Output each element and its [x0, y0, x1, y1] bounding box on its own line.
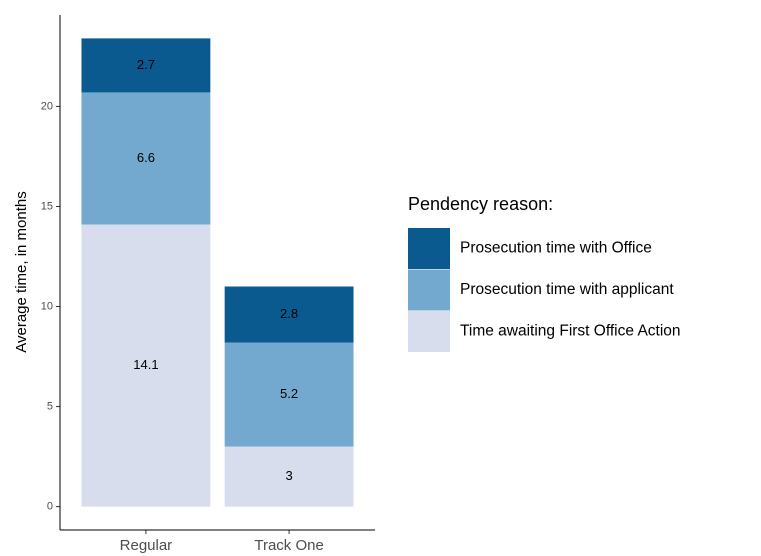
legend-key: [408, 228, 450, 269]
legend-label: Prosecution time with applicant: [460, 281, 674, 298]
legend-title: Pendency reason:: [408, 194, 553, 214]
y-tick-label: 15: [41, 200, 53, 212]
y-tick-label: 10: [41, 300, 53, 312]
bar-segment: [224, 342, 354, 447]
data-label: 2.8: [280, 306, 298, 321]
legend-label: Time awaiting First Office Action: [460, 323, 681, 340]
data-label: 6.6: [137, 150, 155, 165]
y-tick-label: 5: [47, 400, 53, 412]
data-label: 3: [285, 468, 292, 483]
y-tick-label: 20: [41, 100, 53, 112]
bar-segment: [81, 38, 211, 93]
x-tick-label: Track One: [254, 537, 323, 554]
legend-key: [408, 269, 450, 311]
bar-segment: [81, 92, 211, 225]
data-label: 5.2: [280, 386, 298, 401]
legend-key: [408, 311, 450, 352]
bar-segment: [224, 286, 354, 343]
bar-segment: [81, 224, 211, 507]
data-label: 2.7: [137, 57, 155, 72]
legend-label: Prosecution time with Office: [460, 240, 652, 257]
data-label: 14.1: [133, 357, 158, 372]
bar-segment: [224, 446, 354, 507]
y-tick-label: 0: [47, 500, 53, 512]
y-axis-label: Average time, in months: [13, 191, 30, 352]
x-tick-label: Regular: [120, 537, 173, 554]
